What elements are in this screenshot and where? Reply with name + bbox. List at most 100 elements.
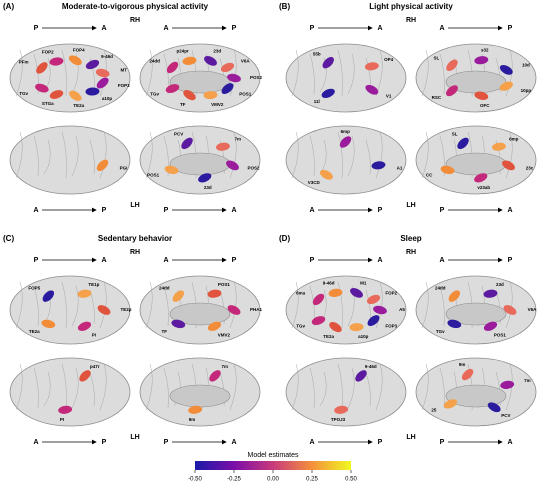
region-patch (499, 64, 513, 75)
region-patch (319, 169, 333, 180)
orientation: P (232, 25, 237, 32)
region-patch (49, 57, 64, 66)
sulcus (347, 367, 355, 409)
sulcus (439, 285, 445, 327)
corpus-callosum (445, 302, 507, 326)
hemisphere-label: LH (130, 202, 139, 209)
region-label: TGv (19, 91, 28, 96)
region-label: PCV (174, 131, 183, 136)
corpus-callosum (169, 70, 231, 94)
sulcus (89, 371, 95, 407)
region-patch (474, 56, 489, 65)
hemisphere-label: RH (130, 249, 140, 256)
region-label: POS1 (494, 333, 507, 338)
region-label: TF (162, 329, 168, 334)
region-patch (96, 159, 109, 172)
sulcus (33, 285, 39, 327)
orientation: P (164, 207, 169, 214)
panel-label: (B) (279, 2, 290, 11)
sulcus (375, 363, 383, 411)
sulcus (145, 131, 153, 179)
region-patch (355, 370, 367, 382)
region-label: FOP2 (42, 49, 54, 54)
region-patch (487, 402, 501, 413)
region-label: PCV (501, 413, 510, 418)
region-patch (183, 89, 196, 101)
orientation: A (163, 257, 168, 264)
region-patch (322, 56, 334, 69)
orientation: A (507, 439, 512, 446)
orientation: P (440, 207, 445, 214)
region-label: 7m (234, 137, 241, 142)
hemisphere-label: LH (406, 434, 415, 441)
orientation: P (310, 25, 315, 32)
colorbar (195, 461, 351, 470)
region-label: TGv (296, 324, 305, 329)
sulcus (421, 131, 429, 179)
region-patch (483, 321, 498, 331)
sulcus (61, 281, 67, 329)
sulcus (43, 139, 51, 175)
sulcus (15, 281, 23, 329)
panel-label: (C) (3, 234, 14, 243)
sulcus (229, 49, 237, 97)
region-label: POS1 (218, 282, 231, 287)
region-patch (474, 173, 488, 183)
sulcus (229, 131, 237, 179)
orientation: A (439, 257, 444, 264)
region-label: RSC (432, 95, 442, 100)
sulcus (61, 363, 67, 411)
region-label: a10p (358, 334, 369, 339)
brain (285, 275, 407, 345)
colorbar-title: Model estimates (248, 452, 299, 459)
region-patch (165, 84, 180, 93)
region-patch (339, 136, 352, 148)
brain (9, 275, 131, 345)
sulcus (337, 131, 343, 179)
region-patch (443, 399, 458, 409)
region-label: VMV2 (218, 333, 231, 338)
region-patch (329, 321, 342, 333)
region-patch (365, 84, 379, 95)
region-patch (483, 289, 498, 298)
orientation: A (33, 439, 38, 446)
orientation: P (34, 25, 39, 32)
brain (285, 43, 407, 113)
region-patch (97, 305, 111, 315)
sulcus (15, 363, 23, 411)
region-label: V1 (386, 93, 392, 98)
sulcus (347, 135, 355, 177)
orientation: A (33, 207, 38, 214)
region-label: M1 (360, 281, 367, 286)
orientation: P (440, 439, 445, 446)
region-patch (373, 305, 387, 315)
sulcus (505, 131, 513, 179)
region-patch (457, 137, 469, 150)
orientation: A (377, 257, 382, 264)
region-label: TF (180, 102, 186, 107)
sulcus (71, 285, 79, 327)
region-patch (502, 160, 515, 171)
region-patch (207, 321, 222, 331)
region-patch (181, 137, 193, 150)
region-label: 9m (459, 362, 466, 367)
region-patch (69, 90, 82, 101)
sulcus (347, 53, 355, 95)
region-patch (85, 59, 100, 70)
region-patch (209, 370, 221, 382)
region-patch (41, 319, 56, 329)
colorbar-tick-label: -0.25 (227, 477, 241, 483)
region-label: 24dd (159, 286, 170, 291)
corpus-callosum (169, 384, 231, 408)
orientation: P (164, 439, 169, 446)
region-patch (503, 305, 517, 315)
brain (9, 125, 131, 195)
orientation: P (102, 207, 107, 214)
region-patch (204, 56, 217, 66)
region-label: POS1 (239, 92, 252, 97)
region-patch (215, 142, 230, 151)
region-label: 7m (221, 364, 228, 369)
hemisphere-label: RH (406, 17, 416, 24)
region-patch (58, 405, 73, 414)
